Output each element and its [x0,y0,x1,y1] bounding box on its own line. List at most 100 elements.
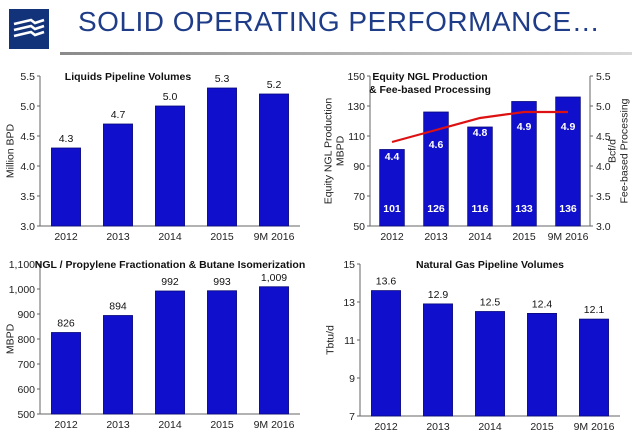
bar-value-label: 12.5 [480,297,501,309]
x-tick-label: 2013 [106,231,130,243]
bar-value-label: 993 [213,276,231,288]
bar [527,313,557,417]
chart-title: NGL / Propylene Fractionation & Butane I… [35,259,306,271]
processing-line [391,110,568,144]
x-tick-label: 9M 2016 [254,419,295,431]
y-axis-label: MBPD [5,323,17,354]
x-tick-label: 2015 [210,231,234,243]
ngl-fractionation-chart: 500 600 700 800 900 1,000 1,100 MBPD NGL / Propy… [5,259,306,431]
y2-axis-label: Fee-based Processing [619,98,631,203]
y-tick-label: 7 [349,411,355,423]
y2-tick-label: 4.5 [596,131,611,143]
bar-value-label: 5.0 [163,91,178,103]
y-tick-label: 50 [353,221,365,233]
y-tick-label: 700 [17,359,35,371]
y-axis-label: MBPD [335,135,347,166]
bar [51,147,81,227]
bar [259,286,289,415]
line-value-label: 4.9 [517,121,532,133]
line-value-label: 4.8 [473,127,488,139]
y-tick-label: 500 [17,409,35,421]
bar-value-label: 894 [109,301,127,313]
bar-value-label: 12.1 [584,304,605,316]
bar [207,87,237,227]
y-axis-label: Million BPD [5,123,17,178]
y2-tick-label: 4.0 [596,161,611,173]
chart-title: Liquids Pipeline Volumes [65,71,192,83]
bar-value-label: 12.9 [428,289,449,301]
y-tick-label: 1,000 [9,284,35,296]
bar-value-label: 4.3 [59,133,74,145]
line-value-label: 4.6 [429,139,444,151]
bar [555,96,581,227]
x-tick-label: 2013 [426,421,450,433]
y-tick-label: 5.5 [20,71,35,83]
y-tick-label: 3.0 [20,221,35,233]
x-tick-label: 2015 [210,419,234,431]
y-tick-label: 110 [348,131,365,143]
y-tick-label: 130 [347,101,365,113]
y-tick-label: 4.5 [20,131,35,143]
x-tick-label: 2014 [158,419,182,431]
bar [467,126,493,227]
y-axis-label: Tbtu/d [325,325,337,355]
bar-value-label: 1,009 [261,272,287,284]
bar-value-label: 826 [57,318,75,330]
x-tick-label: 9M 2016 [548,231,589,243]
y-tick-label: 90 [353,161,365,173]
bar [155,290,185,415]
y-tick-label: 900 [17,309,35,321]
x-tick-label: 2014 [158,231,182,243]
bar-value-label: 5.2 [267,79,282,91]
bar-value-label: 5.3 [215,73,230,85]
bar [103,123,133,227]
y-tick-label: 150 [347,71,365,83]
y-tick-label: 3.5 [20,191,35,203]
bar [103,315,133,415]
chart-title: Natural Gas Pipeline Volumes [416,259,564,271]
company-logo [9,9,49,49]
x-tick-label: 9M 2016 [574,421,615,433]
x-tick-label: 2012 [54,419,78,431]
natural-gas-pipeline-chart: 7 9 11 13 15 Tbtu/d Natural Gas Pipeline Volum… [325,259,620,433]
y2-tick-label: 3.5 [596,191,611,203]
bar-value-label: 4.7 [111,109,126,121]
y-tick-label: 1,100 [9,259,35,271]
y-tick-label: 600 [17,384,35,396]
bar [511,101,537,227]
logo-mark [13,18,45,38]
y-tick-label: 15 [343,259,355,271]
x-tick-label: 2015 [512,231,536,243]
bar [475,311,505,417]
line-value-label: 4.9 [561,121,576,133]
bar [423,303,453,417]
y2-axis-label: Bcf/d [607,139,619,163]
x-tick-label: 2012 [374,421,398,433]
y2-tick-label: 5.0 [596,101,611,113]
bar [379,149,405,227]
y-axis-label: Equity NGL Production [323,98,335,205]
y-tick-label: 70 [353,191,365,203]
bar-value-label: 101 [383,203,401,215]
x-tick-label: 2013 [424,231,448,243]
bar-value-label: 992 [161,276,179,288]
bar-value-label: 116 [472,203,489,215]
x-tick-label: 2014 [468,231,492,243]
x-tick-label: 2015 [530,421,554,433]
bar [371,290,401,417]
bar [259,93,289,227]
x-tick-label: 2013 [106,419,130,431]
x-tick-label: 2012 [54,231,78,243]
chart-title: Equity NGL Production [372,71,487,83]
bar-value-label: 136 [559,203,577,215]
bar-value-label: 13.6 [376,276,397,288]
bar [207,290,237,415]
title-divider [60,52,632,55]
bar-value-label: 126 [427,203,445,215]
bar [51,332,81,415]
page-title: SOLID OPERATING PERFORMANCE… [78,6,601,37]
x-tick-label: 9M 2016 [254,231,295,243]
line-value-label: 4.4 [385,151,400,163]
y2-tick-label: 5.5 [596,71,611,83]
